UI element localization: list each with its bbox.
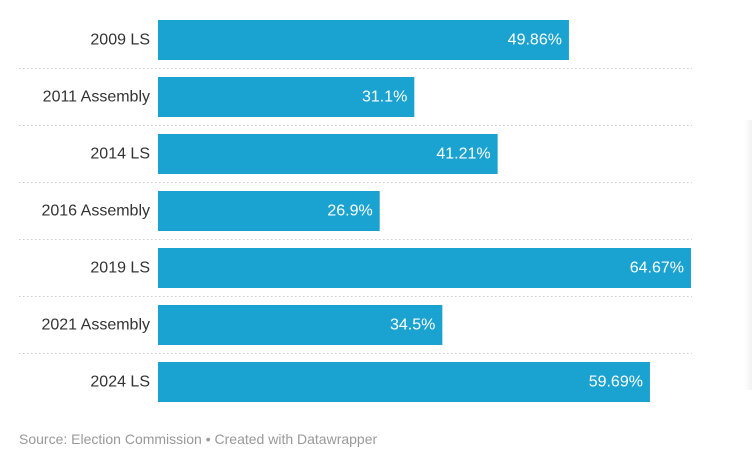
category-label: 2011 Assembly (43, 89, 150, 106)
bar (158, 362, 650, 402)
value-label: 41.21% (436, 146, 490, 163)
category-label: 2016 Assembly (41, 203, 150, 220)
bar (158, 305, 443, 345)
bar (158, 77, 415, 117)
category-label: 2021 Assembly (41, 317, 150, 334)
bar (158, 134, 498, 174)
category-label: 2019 LS (90, 260, 150, 277)
edge-shadow (744, 120, 752, 390)
value-label: 31.1% (362, 89, 407, 106)
value-label: 49.86% (508, 32, 562, 49)
value-label: 34.5% (390, 317, 435, 334)
value-label: 26.9% (327, 203, 372, 220)
value-label: 59.69% (589, 374, 643, 391)
bar (158, 20, 569, 60)
source-footer: Source: Election Commission • Created wi… (19, 431, 378, 447)
bar (158, 191, 380, 231)
bar (158, 248, 691, 288)
bar-chart: 2009 LS 49.86% 2011 Assembly 31.1% 2014 LS 41… (19, 20, 692, 402)
category-label: 2024 LS (90, 374, 150, 391)
category-label: 2009 LS (90, 32, 150, 49)
value-label: 64.67% (630, 260, 684, 277)
category-label: 2014 LS (90, 146, 150, 163)
